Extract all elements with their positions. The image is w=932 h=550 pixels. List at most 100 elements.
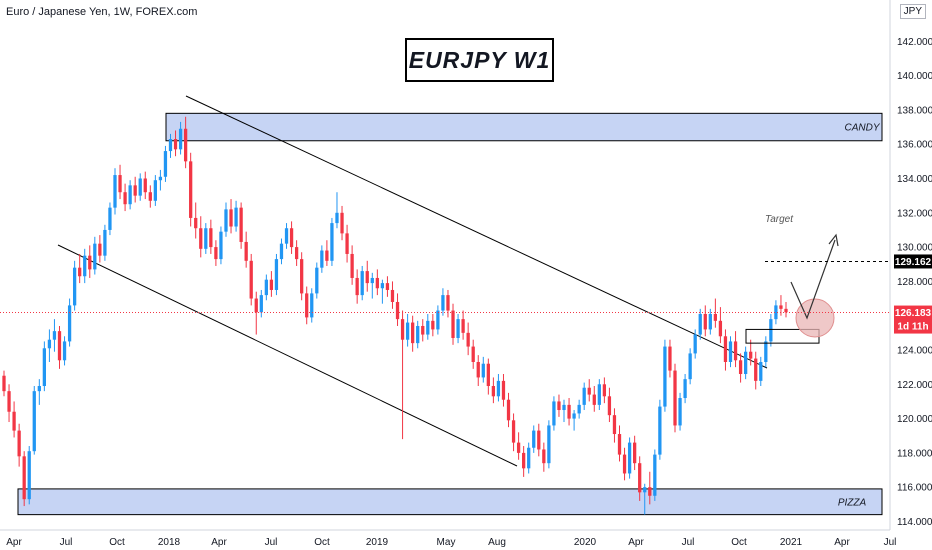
candle-body [759,362,763,381]
candle-body [577,404,581,414]
x-tick-label: Jul [682,537,695,548]
x-tick-label: Apr [211,537,227,548]
x-tick-label: Jul [60,537,73,548]
candle-body [325,250,329,261]
candle-body [375,277,379,289]
y-tick-label: 114.000 [897,517,932,528]
candle-body [234,207,238,227]
candle-body [466,332,470,347]
candle-body [219,231,223,260]
candle-body [199,228,203,249]
candle-body [365,271,369,284]
candle-body [183,128,188,162]
candle-body [78,267,82,277]
candle-body [653,454,657,496]
candle-body [390,289,395,302]
candle-body [703,313,707,330]
x-tick-label: 2021 [780,537,803,548]
candle-body [284,228,289,244]
x-tick-label: 2018 [158,537,181,548]
y-tick-label: 136.000 [897,140,932,151]
candle-body [214,247,218,260]
candle-body [98,243,102,256]
candle-body [522,452,526,469]
candle-body [380,283,385,289]
candle-body [32,391,36,452]
candle-body [350,253,354,278]
candle-body [310,293,314,318]
candle-body [158,176,163,181]
x-tick-label: Jul [884,537,897,548]
candle-body [173,139,178,150]
candle-body [411,322,415,344]
candle-body [194,217,198,229]
candy-zone-label: CANDY [844,123,880,134]
candle-body [678,398,682,426]
candle-body [562,404,566,411]
candle-body [441,295,445,311]
candle-body [774,305,778,320]
candle-body [2,375,6,392]
candle-body [486,363,490,387]
candle-body [370,277,374,284]
pizza-zone [17,488,883,516]
y-tick-label: 142.000 [897,37,932,48]
candle-body [395,301,400,320]
x-tick-label: Oct [109,537,125,548]
candle-body [567,404,571,419]
y-tick-label: 132.000 [897,208,932,219]
candle-body [612,415,617,435]
candle-body [47,339,52,349]
candle-body [673,370,677,426]
candle-body [527,447,531,469]
candy-zone [165,112,883,142]
candle-body [451,310,455,338]
candle-body [426,320,430,335]
candle-body [52,331,57,340]
x-tick-label: Oct [731,537,747,548]
candle-body [723,336,728,362]
candle-body [153,180,157,201]
candle-body [37,386,41,392]
candle-body [627,442,632,474]
candle-body [335,212,339,224]
x-tick-label: Apr [834,537,850,548]
candle-body [421,325,425,335]
candle-body [62,341,67,361]
channel-upper-line [185,95,768,369]
candle-body [688,353,692,380]
candle-body [607,396,612,416]
candle-body [224,209,228,232]
candle-body [542,449,546,464]
candle-body [138,178,142,196]
candle-body [128,185,132,205]
candle-body [446,295,450,311]
projection-path [790,239,836,320]
candle-body [315,267,319,294]
candle-body [254,298,258,313]
candle-body [12,411,16,431]
candle-body [67,305,72,342]
candle-body [516,442,521,453]
current-price-tag [894,305,932,334]
candle-body [668,346,672,371]
candle-body [360,271,364,296]
candle-body [592,394,596,405]
x-tick-label: Apr [628,537,644,548]
y-tick-label: 122.000 [897,380,932,391]
candle-body [340,212,344,234]
candle-body [633,442,637,464]
candle-body [738,360,743,375]
candle-body [133,185,137,196]
pizza-zone-label: PIZZA [838,497,867,508]
candle-body [163,151,168,177]
candle-body [743,351,748,375]
candle-body [784,308,788,313]
candle-body [572,413,576,419]
candle-body [431,320,435,330]
currency-tag[interactable]: JPY [899,4,926,19]
candle-body [259,295,263,313]
candle-body [749,351,753,359]
candle-body [108,207,112,230]
